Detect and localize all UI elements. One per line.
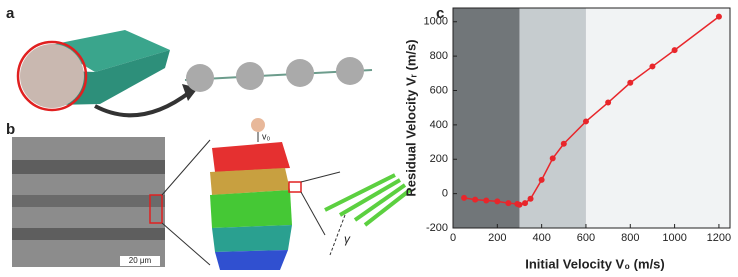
fiber-bundle [16,30,373,118]
data-point [549,155,556,162]
data-point [461,194,468,201]
panel-label: c [436,5,444,22]
plot-frame [452,7,731,229]
y-tick-label: 0 [442,188,448,200]
data-point [472,196,479,203]
data-point [522,200,529,207]
y-tick-label: 1000 [424,16,448,28]
data-point [494,198,501,205]
angle-label: γ [344,232,351,246]
y-axis-label: Residual Velocity Vᵣ (m/s) [403,39,418,196]
velocity-label: v₀ [262,131,271,141]
x-tick-label: 200 [488,232,506,244]
data-point [649,63,656,70]
x-tick-label: 600 [577,232,595,244]
data-point [527,195,534,202]
panel-label: a [6,5,15,22]
region [585,8,730,228]
y-tick-label: 600 [430,84,448,96]
y-tick-label: 400 [430,119,448,131]
region [453,8,520,228]
region [519,8,586,228]
data-point [627,79,634,86]
x-tick-label: 1000 [662,232,686,244]
x-axis-label: Initial Velocity V₀ (m/s) [525,256,665,271]
data-point [560,140,567,147]
x-tick-label: 1200 [707,232,731,244]
data-point [505,200,512,207]
scale-bar-label: 20 μm [129,256,152,265]
y-tick-label: -200 [426,222,448,234]
data-point [715,13,722,20]
data-point [516,201,523,208]
data-point [483,197,490,204]
x-tick-label: 800 [621,232,639,244]
data-point [605,99,612,106]
x-tick-label: 0 [450,232,456,244]
x-tick-label: 400 [532,232,550,244]
panel-label: b [6,121,15,138]
y-tick-label: 800 [430,50,448,62]
sem-image [12,137,211,267]
helicoid-stack [210,118,412,270]
data-point [671,47,678,54]
y-tick-label: 200 [430,153,448,165]
data-point [538,176,545,183]
data-point [582,118,589,125]
